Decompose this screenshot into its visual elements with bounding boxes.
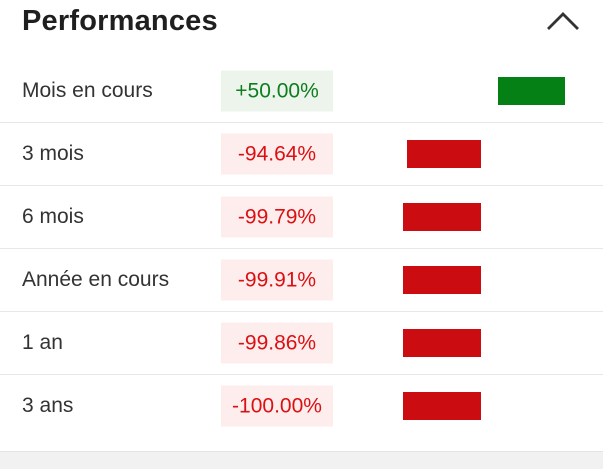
performance-bar [403, 392, 481, 420]
period-label: 3 ans [22, 394, 74, 417]
chevron-up-icon [546, 11, 580, 34]
performance-row: 3 ans -100.00% [0, 375, 603, 437]
performance-bar [403, 266, 481, 294]
section-divider [0, 451, 603, 469]
value-badge: -100.00% [221, 385, 333, 427]
performance-bar [403, 329, 481, 357]
collapse-panel-button[interactable] [545, 10, 581, 34]
panel-title: Performances [22, 5, 218, 37]
panel-header: Performances [0, 0, 603, 60]
value-badge: +50.00% [221, 70, 333, 112]
period-label: 1 an [22, 331, 63, 354]
value-badge: -99.79% [221, 196, 333, 238]
value-badge: -94.64% [221, 133, 333, 175]
performance-row: Mois en cours +50.00% [0, 60, 603, 123]
period-label: Année en cours [22, 268, 170, 291]
performance-bar [403, 203, 481, 231]
period-label: 6 mois [22, 205, 84, 228]
performance-row: 1 an -99.86% [0, 312, 603, 375]
value-badge: -99.91% [221, 259, 333, 301]
performance-bar [498, 77, 565, 105]
value-badge: -99.86% [221, 322, 333, 364]
period-label: 3 mois [22, 142, 84, 165]
performance-row: 3 mois -94.64% [0, 123, 603, 186]
period-label: Mois en cours [22, 79, 153, 102]
performance-row: 6 mois -99.79% [0, 186, 603, 249]
performance-bar [407, 140, 481, 168]
performance-rows: Mois en cours +50.00% 3 mois -94.64% 6 m… [0, 60, 603, 437]
performance-row: Année en cours -99.91% [0, 249, 603, 312]
